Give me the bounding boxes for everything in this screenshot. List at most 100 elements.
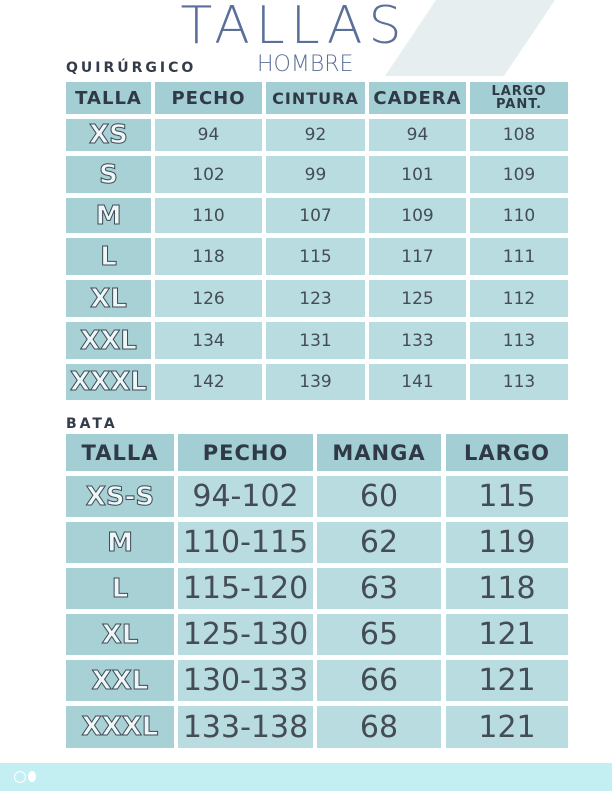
column-header-text: MANGA <box>332 440 426 465</box>
size-label-text: XS <box>89 120 129 151</box>
table-cell-text: 125-130 <box>182 617 309 652</box>
table-cell: 109 <box>369 198 466 233</box>
column-header-text: CINTURA <box>272 88 359 108</box>
table-cell: 121 <box>446 706 568 748</box>
table-cell-text: 123 <box>299 288 332 309</box>
table-cell: 139 <box>266 364 365 400</box>
size-label: XL <box>66 280 151 317</box>
table-cell-text: 118 <box>192 246 225 267</box>
size-label: XL <box>66 614 174 655</box>
column-header: LARGO <box>446 434 568 471</box>
size-label: L <box>66 568 174 609</box>
table-cell: 92 <box>266 119 365 151</box>
table-cell: 126 <box>155 280 262 317</box>
table-cell: 131 <box>266 322 365 359</box>
size-label: XS <box>66 119 151 151</box>
table-cell-text: 139 <box>299 372 332 392</box>
table-cell: 110 <box>155 198 262 233</box>
size-label: XXL <box>66 322 151 359</box>
size-label: XXL <box>66 660 174 701</box>
table-cell-text: 110 <box>192 205 225 226</box>
column-header-text: LARGO PANT. <box>491 84 547 112</box>
column-header-text: CADERA <box>373 87 462 109</box>
section-bata: BATA <box>66 416 118 432</box>
table-cell-text: 141 <box>401 372 434 392</box>
section-quirurgico: QUIRÚRGICO <box>66 60 197 76</box>
table-cell: 115-120 <box>178 568 313 609</box>
table-cell: 142 <box>155 364 262 400</box>
table-cell: 94 <box>369 119 466 151</box>
column-header-text: PECHO <box>202 440 289 465</box>
table-cell: 111 <box>470 238 568 275</box>
table-cell-text: 92 <box>304 125 327 145</box>
logo-icon <box>14 771 26 783</box>
table-cell: 101 <box>369 156 466 193</box>
table-cell: 65 <box>317 614 441 655</box>
table-cell-text: 115 <box>299 246 332 267</box>
size-label-text: XL <box>90 283 128 314</box>
size-label-text: L <box>111 573 129 604</box>
table-cell-text: 102 <box>192 164 225 185</box>
footer <box>0 763 612 791</box>
table-cell-text: 126 <box>192 288 225 309</box>
table-cell: 117 <box>369 238 466 275</box>
table-cell-text: 134 <box>192 330 225 351</box>
table-cell-text: 109 <box>502 164 536 185</box>
size-label: M <box>66 522 174 563</box>
table-cell: 133-138 <box>178 706 313 748</box>
table-cell-text: 118 <box>478 571 536 606</box>
size-label: L <box>66 238 151 275</box>
table-cell: 123 <box>266 280 365 317</box>
size-label-text: XXXL <box>70 367 148 398</box>
table-cell-text: 66 <box>359 663 399 698</box>
table-cell: 113 <box>470 322 568 359</box>
table-cell: 112 <box>470 280 568 317</box>
table-cell: 130-133 <box>178 660 313 701</box>
table-cell-text: 109 <box>401 205 434 226</box>
table-cell-text: 108 <box>502 125 536 145</box>
page-subtitle: HOMBRE <box>257 52 354 77</box>
table-cell-text: 133-138 <box>182 709 309 745</box>
table-cell-text: 62 <box>359 525 399 560</box>
table-cell-text: 112 <box>502 288 536 309</box>
size-label-text: XL <box>101 619 139 650</box>
table-cell-text: 101 <box>401 164 434 185</box>
size-label-text: XXXL <box>81 712 159 743</box>
table-cell-text: 131 <box>299 330 332 351</box>
size-label-text: S <box>99 159 119 190</box>
table-cell: 63 <box>317 568 441 609</box>
size-label: XXXL <box>66 364 151 400</box>
table-cell: 119 <box>446 522 568 563</box>
table-cell-text: 117 <box>401 246 434 267</box>
table-cell: 125 <box>369 280 466 317</box>
column-header: LARGO PANT. <box>470 82 568 114</box>
table-cell: 134 <box>155 322 262 359</box>
column-header: MANGA <box>317 434 441 471</box>
size-label: XS-S <box>66 476 174 517</box>
table-cell: 60 <box>317 476 441 517</box>
table-cell: 99 <box>266 156 365 193</box>
table-cell-text: 94-102 <box>192 479 299 514</box>
table-cell: 110 <box>470 198 568 233</box>
size-label: S <box>66 156 151 193</box>
table-cell: 141 <box>369 364 466 400</box>
column-header: TALLA <box>66 82 151 114</box>
column-header: CINTURA <box>266 82 365 114</box>
table-cell: 94 <box>155 119 262 151</box>
size-label-text: L <box>100 241 118 272</box>
table-cell-text: 125 <box>401 288 434 309</box>
table-cell: 125-130 <box>178 614 313 655</box>
table-cell-text: 63 <box>359 571 399 606</box>
table-cell-text: 99 <box>304 164 327 185</box>
page-title: TALLAS <box>180 0 408 56</box>
table-cell-text: 121 <box>478 663 536 698</box>
size-label-text: XXL <box>80 325 138 356</box>
table-cell-text: 121 <box>478 709 536 745</box>
table-cell: 133 <box>369 322 466 359</box>
table-cell: 108 <box>470 119 568 151</box>
table-cell-text: 68 <box>359 709 399 745</box>
table-cell: 94-102 <box>178 476 313 517</box>
table-cell-text: 115-120 <box>182 571 309 606</box>
table-cell-text: 119 <box>478 525 536 560</box>
table-cell: 62 <box>317 522 441 563</box>
